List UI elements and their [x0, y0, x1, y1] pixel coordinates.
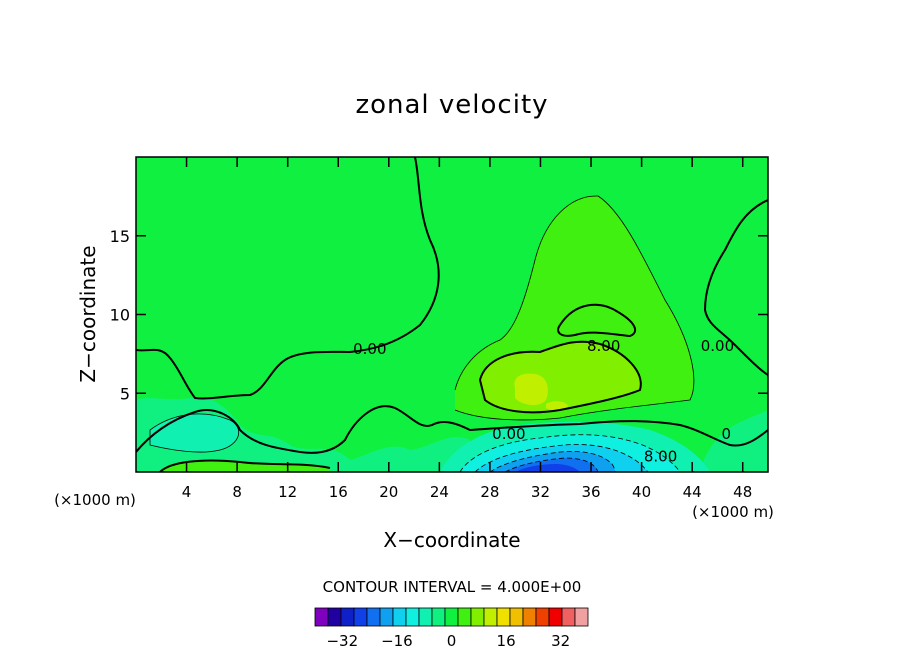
x-axis: 4 8 12 16 20 24 28 32 36 40 44 48: [182, 157, 752, 501]
x-tick-label: 48: [733, 483, 752, 501]
colorbar-swatch: [470, 607, 485, 627]
x-unit-left: (×1000 m): [54, 491, 136, 509]
colorbar-swatch: [509, 607, 524, 627]
colorbar: [314, 607, 589, 627]
x-tick-label: 24: [430, 483, 449, 501]
x-unit-right: (×1000 m): [692, 503, 774, 521]
colorbar-swatch: [535, 607, 550, 627]
contour-label: 0.00: [701, 337, 734, 355]
colorbar-swatch: [548, 607, 563, 627]
chart-title: zonal velocity: [355, 90, 548, 120]
contour-label: 0: [722, 425, 732, 443]
colorbar-tick-label: 0: [447, 632, 457, 650]
contour-interval: CONTOUR INTERVAL = 4.000E+00: [323, 578, 582, 596]
x-tick-label: 12: [278, 483, 297, 501]
contour-label: 0.00: [492, 425, 525, 443]
x-tick-label: 44: [683, 483, 702, 501]
contour-fill-plume-core-2: [546, 401, 568, 411]
colorbar-tick-label: 16: [497, 632, 516, 650]
contour-4-plume: [454, 195, 695, 421]
colorbar-tick-label: 32: [551, 632, 570, 650]
colorbar-swatch: [483, 607, 498, 627]
colorbar-swatch: [561, 607, 576, 627]
colorbar-swatch: [418, 607, 433, 627]
x-axis-label: X−coordinate: [383, 528, 520, 552]
y-tick-label: 15: [110, 227, 130, 246]
colorbar-swatch: [522, 607, 537, 627]
x-tick-label: 16: [329, 483, 348, 501]
contour-fill-plume-core: [514, 373, 548, 406]
contour-low-left: [149, 413, 240, 453]
contour-neg-4: [504, 457, 599, 472]
colorbar-swatch: [444, 607, 459, 627]
contour-fill-neg-deep: [150, 413, 239, 453]
colorbar-swatch: [392, 607, 407, 627]
contour-neg-1: [459, 434, 681, 472]
contour-fill-jet-6: [515, 464, 580, 472]
x-tick-label: 32: [531, 483, 550, 501]
colorbar-swatch: [431, 607, 446, 627]
colorbar-swatch: [379, 607, 394, 627]
contour-label: 8.00: [644, 447, 677, 465]
colorbar-tick-label: −16: [381, 632, 413, 650]
colorbar-swatch: [327, 607, 342, 627]
colorbar-swatch: [340, 607, 355, 627]
contour-fill-neg-bottom: [136, 396, 470, 472]
contour-lines: [136, 157, 768, 472]
x-tick-label: 36: [581, 483, 600, 501]
colorbar-swatch: [366, 607, 381, 627]
x-tick-label: 4: [182, 483, 192, 501]
contour-8-plume: [478, 340, 642, 414]
zero-contour-left: [136, 157, 440, 400]
plot-area: 0.00 0.00 8.00 8.00 0.00 0: [136, 157, 768, 472]
colorbar-tick-label: −32: [326, 632, 358, 650]
contour-label: 0.00: [353, 340, 386, 358]
x-tick-label: 40: [632, 483, 651, 501]
contour-8: [557, 303, 637, 338]
colorbar-labels: −32 −16 0 16 32: [326, 632, 570, 650]
x-tick-label: 20: [379, 483, 398, 501]
y-axis-label: Z−coordinate: [76, 245, 100, 382]
colorbar-swatch: [457, 607, 472, 627]
y-tick-label: 5: [120, 384, 130, 403]
contour-label: 8.00: [587, 337, 620, 355]
x-tick-label: 8: [232, 483, 242, 501]
y-axis: 5 10 15: [110, 227, 768, 403]
colorbar-swatch: [314, 607, 329, 627]
colorbar-swatch: [496, 607, 511, 627]
contour-low-left-2: [159, 459, 331, 472]
colorbar-swatch: [353, 607, 368, 627]
contour-labels: 0.00 0.00 8.00 8.00 0.00 0: [353, 337, 734, 465]
x-tick-label: 28: [480, 483, 499, 501]
zero-contour-right: [703, 199, 768, 376]
contour-fill-right: [700, 410, 768, 472]
colorbar-swatch: [405, 607, 420, 627]
zero-contour-bottom: [136, 405, 768, 454]
y-tick-label: 10: [110, 306, 130, 325]
colorbar-swatch: [574, 607, 589, 627]
